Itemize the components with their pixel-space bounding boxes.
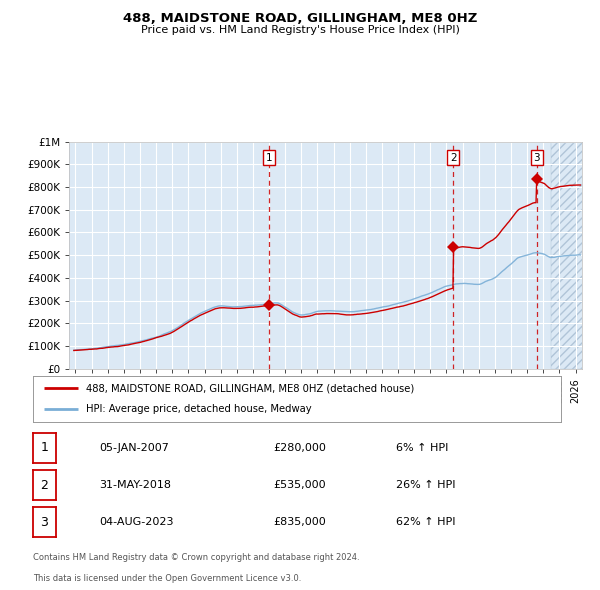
Text: 2: 2 [40, 478, 49, 491]
Text: £835,000: £835,000 [273, 517, 326, 527]
Text: HPI: Average price, detached house, Medway: HPI: Average price, detached house, Medw… [86, 404, 311, 414]
Text: 488, MAIDSTONE ROAD, GILLINGHAM, ME8 0HZ (detached house): 488, MAIDSTONE ROAD, GILLINGHAM, ME8 0HZ… [86, 384, 414, 394]
Text: £280,000: £280,000 [273, 442, 326, 453]
Text: 04-AUG-2023: 04-AUG-2023 [99, 517, 173, 527]
Text: £535,000: £535,000 [273, 480, 326, 490]
Text: 05-JAN-2007: 05-JAN-2007 [99, 442, 169, 453]
Text: 1: 1 [266, 152, 272, 162]
Text: 31-MAY-2018: 31-MAY-2018 [99, 480, 171, 490]
Text: 62% ↑ HPI: 62% ↑ HPI [396, 517, 455, 527]
Text: 1: 1 [40, 441, 49, 454]
Text: 488, MAIDSTONE ROAD, GILLINGHAM, ME8 0HZ: 488, MAIDSTONE ROAD, GILLINGHAM, ME8 0HZ [123, 12, 477, 25]
Text: 2: 2 [450, 152, 457, 162]
Text: Contains HM Land Registry data © Crown copyright and database right 2024.: Contains HM Land Registry data © Crown c… [33, 553, 359, 562]
Bar [551, 142, 598, 369]
Text: 3: 3 [40, 516, 49, 529]
Text: 3: 3 [533, 152, 540, 162]
Text: 6% ↑ HPI: 6% ↑ HPI [396, 442, 448, 453]
Text: Price paid vs. HM Land Registry's House Price Index (HPI): Price paid vs. HM Land Registry's House … [140, 25, 460, 35]
Text: This data is licensed under the Open Government Licence v3.0.: This data is licensed under the Open Gov… [33, 574, 301, 583]
Text: 26% ↑ HPI: 26% ↑ HPI [396, 480, 455, 490]
